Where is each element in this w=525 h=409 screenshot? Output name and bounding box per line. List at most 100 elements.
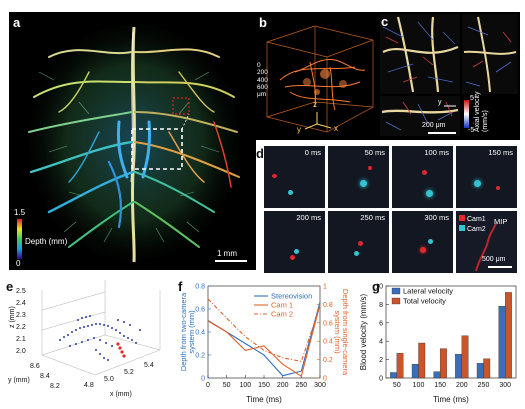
scalebar-d-label: 500 μm — [482, 256, 506, 263]
f-ytick-left-label: 0.4 — [195, 330, 205, 337]
f-legend-label-0: Stereovision — [271, 292, 312, 301]
panel-d-frames: 0 ms 50 ms 100 ms 150 ms 200 ms 250 ms 3… — [262, 146, 520, 276]
frame-mip: Cam1 Cam2 MIP 500 μm — [456, 211, 517, 273]
f-ylabel-left: Depth from two-camerasystem (mm) — [179, 292, 196, 371]
volume-render-image — [266, 25, 374, 133]
e-xt0: 4.8 — [84, 382, 94, 389]
g-xtick-label: 250 — [478, 382, 490, 389]
f-ytick-right-label: 0 — [323, 376, 327, 383]
frame-0ms: 0 ms — [264, 146, 325, 208]
mip-label: MIP — [494, 217, 508, 226]
frame-150ms: 150 ms — [456, 146, 517, 208]
scalebar-c-label: 200 μm — [422, 122, 446, 129]
g-legend-swatch-0 — [391, 287, 401, 295]
velocity-bar-chart: 0 2 4 6 8 10 50 100 150 200 250 300 Time (ms) Blood v… — [359, 284, 517, 404]
g-bar-1-1 — [418, 342, 426, 379]
e-yt1: 8.4 — [40, 373, 50, 380]
f-ytick-right-label: 1 — [323, 284, 327, 291]
e-xt2: 5.2 — [124, 369, 134, 376]
f-ytick-right-label: 0.2 — [323, 357, 333, 364]
f-series-line-1 — [207, 304, 321, 378]
f-legend-label-2: Cam 2 — [271, 310, 293, 319]
brain-vasculature-image — [17, 24, 247, 263]
trajectory-3d-plot: 2.5 2.4 2.3 2.2 2.1 2.0 z (mm) 8.6 8.4 8… — [8, 280, 161, 398]
frame-250ms: 250 ms — [328, 211, 389, 273]
g-xtick-label: 100 — [413, 382, 425, 389]
e-zt4: 2.1 — [16, 336, 26, 343]
axis-x-b: x — [334, 124, 338, 133]
g-bar-0-4 — [476, 363, 484, 379]
e-ylabel: y (mm) — [8, 377, 30, 384]
scalebar-a-label: 1 mm — [217, 249, 237, 258]
g-legend-swatch-1 — [391, 297, 401, 305]
g-bar-1-5 — [505, 292, 512, 379]
e-zt3: 2.2 — [16, 324, 26, 331]
e-yt2: 8.2 — [50, 383, 60, 390]
panel-f-depth-chart: 0 0.2 0.4 0.6 0.8 0 0.2 0.4 0.6 0.8 1 0 50 100 150 200 2… — [172, 280, 350, 405]
scalebar-d — [488, 266, 512, 268]
frame-50ms: 50 ms — [328, 146, 389, 208]
frame-100ms: 100 ms — [392, 146, 453, 208]
f-ytick-left-label: 0.6 — [195, 307, 205, 314]
depth-ticks-b: 0 200 400 600 μm — [257, 62, 268, 99]
g-xtick-label: 300 — [499, 382, 511, 389]
e-yt0: 8.6 — [30, 363, 40, 370]
g-ytick-label: 6 — [379, 320, 383, 327]
f-xtick-label: 100 — [239, 382, 251, 389]
f-ytick-left-label: 0.2 — [195, 353, 205, 360]
e-zlabel: z (mm) — [9, 306, 16, 328]
velocity-colorbar-bottom: -5 — [468, 127, 475, 134]
g-legend-label-1: Total velocity — [403, 297, 446, 306]
g-xtick-label: 150 — [434, 382, 446, 389]
e-zt1: 2.4 — [16, 300, 26, 307]
panel-a-brain-vasculature: a 1.5 0 Depth (mm) 1 mm — [9, 12, 256, 270]
e-zt0: 2.5 — [16, 288, 26, 295]
axis-y-c: y — [438, 99, 442, 106]
g-bar-0-2 — [433, 371, 441, 379]
panel-b-3d-volume: b 0 200 400 600 μm y z x — [255, 12, 378, 140]
g-xtick-label: 200 — [456, 382, 468, 389]
g-xlabel: Time (ms) — [433, 395, 469, 404]
g-ylabel: Blood velocity (mm/s) — [359, 293, 368, 370]
panel-c-axial-velocity: c 5 -5 Axial velocity (mm/s) y x z 200 μ… — [378, 12, 520, 140]
e-zt2: 2.3 — [16, 312, 26, 319]
f-xtick-label: 300 — [314, 382, 326, 389]
f-ytick-right-label: 0.4 — [323, 339, 333, 346]
g-plot-frame — [385, 285, 517, 379]
panel-label-b: b — [259, 15, 267, 30]
g-ytick-label: 0 — [379, 376, 383, 383]
e-xt1: 5.0 — [104, 376, 114, 383]
e-xt3: 5.4 — [144, 362, 154, 369]
f-ytick-left-label: 0 — [201, 376, 205, 383]
g-ytick-label: 10 — [375, 284, 383, 291]
panel-label-f: f — [178, 279, 183, 294]
axis-z-b: z — [313, 100, 317, 109]
depth-colorbar-title: Depth (mm) — [25, 237, 68, 246]
f-xtick-label: 150 — [258, 382, 270, 389]
panel-e-3d-trajectory: 2.5 2.4 2.3 2.2 2.1 2.0 z (mm) 8.6 8.4 8… — [0, 280, 172, 405]
g-bar-1-0 — [396, 353, 404, 379]
f-xlabel: Time (ms) — [246, 395, 282, 404]
panel-label-a: a — [13, 15, 21, 30]
f-series-line-2 — [207, 298, 321, 363]
f-xtick-label: 0 — [206, 382, 210, 389]
f-ytick-right-label: 0.8 — [323, 302, 333, 309]
g-bar-0-5 — [498, 306, 506, 379]
g-ytick-label: 8 — [379, 302, 383, 309]
panel-label-g: g — [372, 279, 380, 294]
velocity-colorbar — [464, 100, 469, 128]
g-ytick-label: 4 — [379, 339, 383, 346]
cam-legend: Cam1 Cam2 — [459, 215, 486, 235]
f-xtick-label: 50 — [223, 382, 231, 389]
velocity-colorbar-title: Axial velocity (mm/s) — [474, 91, 489, 132]
axis-y-b: y — [297, 125, 301, 134]
mip-trace — [475, 222, 497, 272]
panel-g-velocity-chart: 0 2 4 6 8 10 50 100 150 200 250 300 Time (ms) Blood v… — [350, 280, 522, 405]
f-ytick-right-label: 0.6 — [323, 320, 333, 327]
frame-200ms: 200 ms — [264, 211, 325, 273]
velocity-image — [380, 14, 518, 136]
g-bar-0-0 — [390, 372, 397, 379]
e-xlabel: x (mm) — [110, 391, 132, 398]
f-xtick-label: 200 — [277, 382, 289, 389]
g-xtick-label: 50 — [393, 382, 401, 389]
